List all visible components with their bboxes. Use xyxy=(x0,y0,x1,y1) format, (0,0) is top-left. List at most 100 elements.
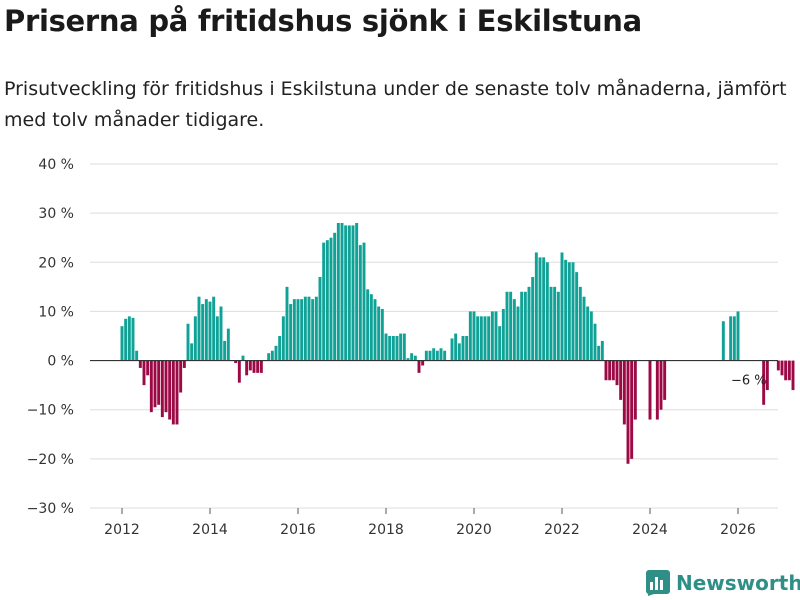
bar xyxy=(300,299,304,361)
bar xyxy=(208,301,212,361)
y-tick-label: 30 % xyxy=(38,206,74,222)
bar xyxy=(252,360,256,373)
x-tick-label: 2012 xyxy=(104,522,140,538)
bar xyxy=(619,360,623,400)
bar xyxy=(138,360,142,368)
bar xyxy=(468,311,472,361)
bar xyxy=(765,360,769,391)
bar xyxy=(556,291,560,361)
bar xyxy=(322,242,326,361)
last-value-label: −6 % xyxy=(731,374,767,389)
bar xyxy=(149,360,153,413)
bar xyxy=(567,262,571,361)
bar xyxy=(509,291,513,361)
bar xyxy=(560,252,564,361)
y-axis-ticks: 40 % 30 % 20 % 10 % 0 % −10 % −20 % −30 % xyxy=(27,157,74,517)
bar xyxy=(476,316,480,361)
bar xyxy=(215,316,219,361)
bar xyxy=(545,262,549,361)
bar xyxy=(223,340,227,361)
bar xyxy=(377,306,381,361)
bar xyxy=(157,360,161,405)
bar xyxy=(127,316,131,361)
bar xyxy=(201,304,205,361)
bar xyxy=(182,360,186,368)
x-tick-label: 2014 xyxy=(192,522,228,538)
bar xyxy=(611,360,615,381)
bar xyxy=(406,358,410,361)
bar xyxy=(347,225,351,361)
y-tick-label: −10 % xyxy=(27,403,74,419)
bar xyxy=(388,336,392,361)
bar xyxy=(516,306,520,361)
bar xyxy=(512,299,516,361)
bar xyxy=(461,336,465,361)
bar xyxy=(241,355,245,361)
bar-series xyxy=(120,222,795,464)
bar xyxy=(483,316,487,361)
bar xyxy=(329,237,333,361)
bar xyxy=(589,311,593,361)
bar xyxy=(450,338,454,361)
bar xyxy=(534,252,538,361)
bar xyxy=(538,257,542,361)
bar xyxy=(553,286,557,361)
bar xyxy=(520,291,524,361)
bar xyxy=(633,360,637,420)
bar xyxy=(384,333,388,361)
bar xyxy=(531,277,535,361)
bar xyxy=(487,316,491,361)
bar xyxy=(307,296,311,361)
bar xyxy=(402,333,406,361)
bar xyxy=(582,296,586,361)
bar xyxy=(399,333,403,361)
bar xyxy=(564,259,568,361)
bar xyxy=(153,360,157,408)
chart-subtitle: Prisutveckling för fritidshus i Eskilstu… xyxy=(4,78,787,131)
bar xyxy=(604,360,608,381)
bar xyxy=(505,291,509,361)
bar xyxy=(237,360,241,383)
bar xyxy=(578,286,582,361)
bar xyxy=(219,306,223,361)
bar xyxy=(311,299,315,361)
bar xyxy=(762,360,766,405)
chart-title: Priserna på fritidshus sjönk i Eskilstun… xyxy=(4,4,642,38)
bar xyxy=(732,316,736,361)
gridlines xyxy=(90,163,778,509)
bar xyxy=(421,360,425,366)
bar xyxy=(527,286,531,361)
bar xyxy=(204,299,208,361)
x-tick-label: 2016 xyxy=(280,522,316,538)
bar xyxy=(593,323,597,361)
bar xyxy=(780,360,784,376)
bar xyxy=(435,350,439,361)
bar xyxy=(245,360,249,376)
bar xyxy=(336,222,340,361)
bar xyxy=(278,336,282,361)
bar xyxy=(439,348,443,361)
bar xyxy=(575,272,579,361)
bar xyxy=(721,321,725,361)
y-tick-label: 0 % xyxy=(47,354,74,370)
bar xyxy=(648,360,652,420)
bar xyxy=(586,306,590,361)
bar xyxy=(659,360,663,410)
bar xyxy=(410,353,414,361)
bar xyxy=(131,317,135,361)
brand-logo: Newsworthy xyxy=(646,570,800,596)
bar xyxy=(391,336,395,361)
bar xyxy=(190,343,194,361)
bar xyxy=(366,289,370,361)
bar xyxy=(600,340,604,361)
bar xyxy=(608,360,612,381)
bar xyxy=(274,345,278,361)
bar xyxy=(340,222,344,361)
bar xyxy=(501,308,505,361)
bar xyxy=(457,343,461,361)
brand-name: Newsworthy xyxy=(676,571,800,595)
bar xyxy=(267,353,271,361)
bar xyxy=(424,350,428,361)
bar xyxy=(314,296,318,361)
